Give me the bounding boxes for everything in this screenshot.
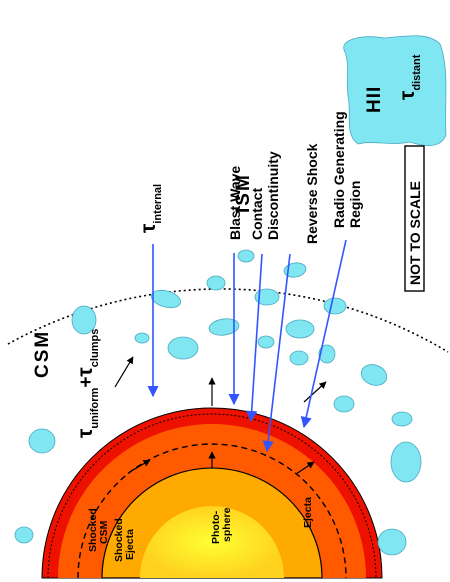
clump (150, 289, 182, 309)
clump (283, 262, 307, 278)
svg-text:Photo-sphere: Photo-sphere (210, 507, 233, 544)
radio-region-arrow (300, 239, 347, 429)
clump (333, 395, 355, 413)
svg-text:ShockedCSM: ShockedCSM (87, 508, 110, 552)
svg-text:ISM: ISM (233, 173, 254, 213)
label-reverse-shock: Reverse Shock (304, 143, 320, 244)
clump (134, 332, 150, 344)
label-not-to-scale: NOT TO SCALE (404, 145, 425, 292)
expansion-arrow (114, 356, 134, 388)
label-ejecta: Ejecta (302, 497, 314, 528)
clump (28, 428, 56, 454)
shocked-csm-inner-dotted (47, 413, 377, 579)
clump (285, 319, 315, 339)
clump (237, 249, 255, 263)
clump (257, 335, 275, 349)
svg-text:Ejecta: Ejecta (302, 497, 314, 528)
svg-text:Radio GeneratingRegion: Radio GeneratingRegion (331, 111, 363, 228)
label-radio-region: Radio GeneratingRegion (331, 111, 363, 228)
expansion-arrows (114, 356, 327, 475)
clump (323, 297, 347, 315)
contact-discontinuity-arrow (246, 253, 263, 423)
label-photosphere: Photo-sphere (210, 507, 233, 544)
svg-text:τuniform+τclumps: τuniform+τclumps (74, 329, 101, 438)
label-shocked-ejecta: ShockedEjecta (113, 518, 136, 562)
svg-text:Blast Wave: Blast Wave (227, 166, 243, 240)
clump (390, 441, 422, 483)
label-contact-discontinuity: ContactDiscontinuity (249, 151, 281, 240)
expansion-arrow (303, 381, 327, 403)
svg-text:ShockedEjecta: ShockedEjecta (113, 518, 136, 562)
clump (208, 318, 240, 336)
label-csm: CSM (32, 330, 53, 378)
svg-text:ContactDiscontinuity: ContactDiscontinuity (249, 151, 281, 240)
label-ism: ISM (233, 173, 254, 213)
csm-boundary-dotted-arc (7, 288, 449, 353)
clump (254, 288, 280, 306)
label-tau-distant: τdistant (396, 54, 423, 100)
clump (360, 364, 388, 386)
clump (167, 336, 199, 360)
clump (206, 275, 226, 291)
expansion-arrow (127, 459, 151, 474)
clump (391, 411, 413, 427)
svg-text:Reverse Shock: Reverse Shock (304, 143, 320, 244)
clumps (14, 35, 447, 556)
label-shocked-csm: ShockedCSM (87, 508, 110, 552)
svg-text:NOT TO SCALE: NOT TO SCALE (407, 181, 423, 285)
photosphere (140, 506, 284, 578)
label-tau-uniform-clumps: τuniform+τclumps (74, 329, 101, 438)
reverse-shock-arrow (262, 253, 291, 453)
expansion-arrow (295, 461, 315, 475)
svg-text:HII: HII (364, 86, 385, 113)
clump (318, 344, 336, 364)
clump (14, 526, 34, 544)
clump (377, 528, 407, 556)
label-blast-wave: Blast Wave (227, 166, 243, 240)
leader-arrows (147, 239, 347, 453)
hii-region-cloud (343, 35, 447, 147)
clump (289, 350, 309, 366)
svg-text:τinternal: τinternal (137, 184, 164, 233)
clump (71, 305, 97, 335)
svg-text:CSM: CSM (32, 330, 53, 378)
reverse-shock-dashed (77, 443, 347, 579)
label-hii: HII (364, 86, 385, 113)
svg-text:τdistant: τdistant (396, 54, 423, 100)
label-tau-internal: τinternal (137, 184, 164, 233)
